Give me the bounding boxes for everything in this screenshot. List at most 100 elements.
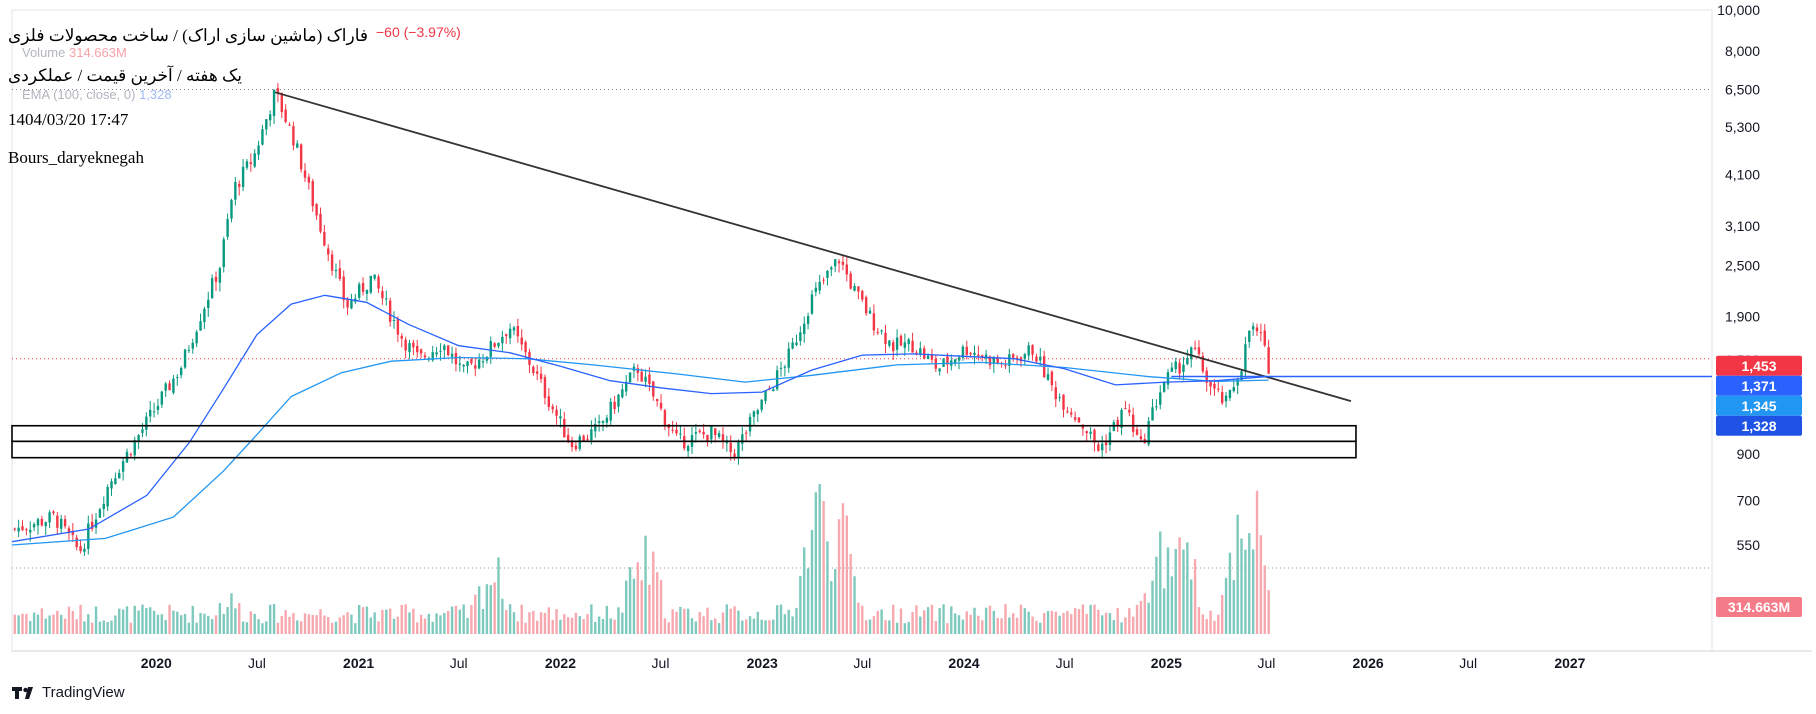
- volume-bar: [1147, 602, 1150, 634]
- volume-bar: [1081, 604, 1085, 634]
- volume-bar: [1232, 580, 1235, 634]
- candle-body: [625, 381, 628, 392]
- volume-bar: [365, 606, 369, 634]
- volume-bar: [636, 562, 640, 634]
- candle-body: [605, 417, 609, 423]
- volume-bar: [539, 612, 543, 634]
- candle-body: [79, 546, 82, 552]
- candle-body: [942, 358, 945, 367]
- volume-bar: [1054, 611, 1057, 634]
- candle-body: [319, 213, 322, 232]
- candle-body: [806, 316, 810, 324]
- x-tick-label: Jul: [450, 655, 468, 671]
- volume-bar: [1217, 614, 1220, 634]
- candle-body: [149, 409, 152, 417]
- candle-body: [946, 356, 949, 365]
- volume-bar: [1213, 620, 1216, 634]
- volume-bar: [29, 620, 32, 634]
- volume-bar: [303, 613, 307, 634]
- volume-bar: [377, 621, 380, 634]
- candle-body: [988, 356, 992, 366]
- volume-bar: [125, 606, 129, 634]
- candle-body: [90, 521, 94, 529]
- candle-body: [443, 345, 446, 351]
- candle-body: [1193, 347, 1197, 349]
- candle-body: [1232, 387, 1235, 392]
- candle-body: [357, 284, 361, 298]
- volume-bar: [412, 608, 415, 634]
- volume-bar: [1116, 607, 1119, 634]
- volume-bar: [775, 605, 779, 634]
- candle-body: [1046, 374, 1050, 380]
- volume-bar: [214, 615, 218, 634]
- y-tick-label: 5,300: [1725, 119, 1760, 135]
- volume-bar: [570, 617, 574, 634]
- volume-bar: [1085, 613, 1088, 634]
- candle-body: [586, 438, 589, 440]
- candle-body: [1097, 444, 1100, 451]
- volume-bar: [551, 619, 554, 634]
- volume-bar: [1008, 617, 1011, 634]
- volume-bar: [454, 605, 458, 634]
- candle-body: [497, 342, 500, 347]
- candle-body: [741, 434, 744, 444]
- candle-body: [799, 332, 802, 341]
- volume-bar: [1120, 622, 1123, 634]
- candle-body: [830, 267, 833, 270]
- volume-bar: [845, 515, 848, 634]
- candle-body: [195, 331, 198, 344]
- volume-bar: [1197, 607, 1201, 634]
- volume-bar: [590, 604, 593, 634]
- volume-bar: [864, 620, 868, 634]
- candle-body: [261, 129, 264, 145]
- x-tick-label: Jul: [1459, 655, 1477, 671]
- y-tick-label: 2,500: [1725, 258, 1760, 274]
- candle-body: [973, 352, 976, 355]
- volume-bar: [191, 605, 194, 634]
- candle-body: [996, 358, 999, 364]
- volume-bar: [330, 622, 334, 634]
- volume-bar: [965, 611, 968, 634]
- candle-body: [609, 401, 612, 421]
- volume-bar: [1162, 588, 1166, 634]
- candle-body: [876, 331, 879, 333]
- volume-bar: [532, 610, 535, 634]
- candle-body: [1159, 392, 1162, 405]
- volume-bar: [717, 623, 721, 634]
- volume-bar: [1015, 617, 1019, 634]
- candle-body: [1255, 327, 1259, 332]
- candle-body: [760, 399, 763, 410]
- candle-body: [919, 348, 922, 355]
- volume-bar: [779, 604, 783, 634]
- candle-body: [826, 270, 829, 278]
- volume-bar: [253, 613, 256, 634]
- candle-body: [505, 334, 508, 337]
- volume-bar: [984, 607, 988, 634]
- volume-bar: [408, 612, 411, 634]
- volume-bar: [942, 604, 945, 634]
- candle-body: [1259, 332, 1263, 334]
- candle-body: [1267, 347, 1270, 374]
- volume-bar: [659, 580, 663, 634]
- volume-bar: [888, 620, 891, 634]
- candle-body: [640, 371, 643, 382]
- volume-bar: [1093, 604, 1096, 634]
- volume-bar: [655, 572, 659, 634]
- candle-body: [539, 373, 543, 380]
- volume-bar: [67, 606, 71, 634]
- ema-legend: EMA (100, close, 0) 1,328: [22, 87, 172, 102]
- volume-bar: [977, 615, 980, 634]
- volume-bar: [810, 529, 814, 634]
- candle-body: [1066, 411, 1069, 413]
- footer[interactable]: TradingView: [12, 684, 125, 701]
- volume-bar: [446, 610, 450, 634]
- volume-bar: [257, 619, 260, 634]
- volume-bar: [1023, 608, 1027, 634]
- candle-body: [1116, 420, 1119, 426]
- candle-body: [744, 432, 748, 434]
- volume-bar: [183, 613, 187, 634]
- datetime-label: 1404/03/20 17:47: [8, 110, 129, 129]
- candle-body: [168, 383, 171, 391]
- volume-bar: [361, 607, 365, 634]
